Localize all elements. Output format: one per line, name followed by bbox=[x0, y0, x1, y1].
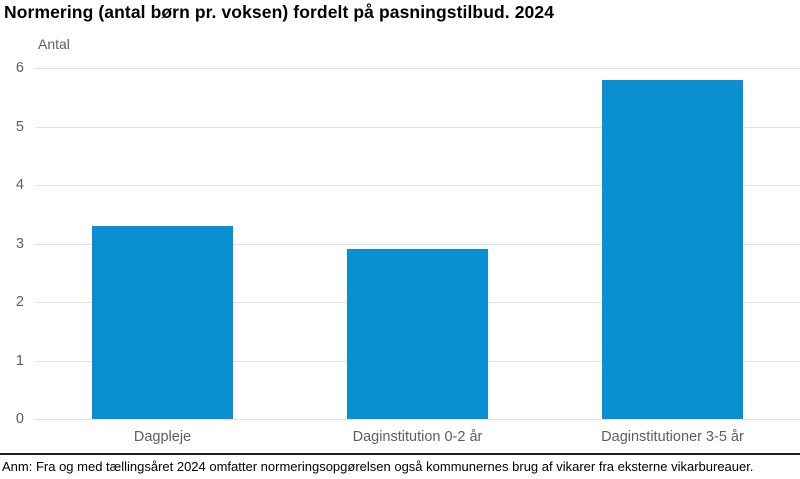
y-tick-label-6: 6 bbox=[15, 60, 24, 76]
chart-title: Normering (antal børn pr. voksen) fordel… bbox=[4, 2, 555, 22]
gridline-4 bbox=[35, 185, 800, 186]
footnote-divider bbox=[0, 453, 800, 455]
y-axis-label: Antal bbox=[38, 36, 70, 52]
gridline-6 bbox=[35, 68, 800, 69]
x-tick-label-daginstitutioner-3-5-r: Daginstitutioner 3-5 år bbox=[601, 429, 744, 445]
gridline-5 bbox=[35, 126, 800, 128]
y-tick-label-4: 4 bbox=[15, 177, 24, 193]
gridline-3 bbox=[35, 243, 800, 245]
footnote-text: Anm: Fra og med tællingsåret 2024 omfatt… bbox=[2, 459, 754, 474]
x-tick-label-dagpleje: Dagpleje bbox=[133, 429, 192, 445]
bar-daginstitution-0-2-r bbox=[347, 249, 488, 419]
y-tick-label-5: 5 bbox=[15, 118, 24, 135]
y-tick-label-1: 1 bbox=[15, 352, 24, 369]
y-tick-label-0: 0 bbox=[15, 411, 24, 427]
y-tick-label-2: 2 bbox=[15, 294, 24, 310]
x-tick-label-daginstitution-0-2-r: Daginstitution 0-2 år bbox=[352, 429, 483, 445]
bar-daginstitutioner-3-5-r bbox=[602, 79, 743, 419]
bar-dagpleje bbox=[92, 225, 233, 419]
gridline-0 bbox=[35, 419, 800, 420]
y-tick-label-3: 3 bbox=[15, 235, 24, 252]
